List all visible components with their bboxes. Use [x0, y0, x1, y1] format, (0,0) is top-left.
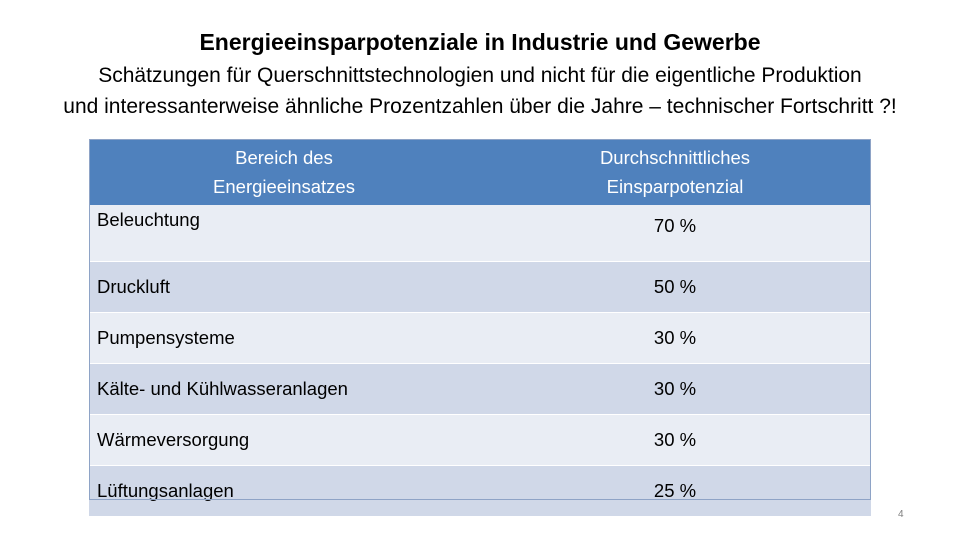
- row-area: Kälte- und Kühlwasseranlagen: [89, 363, 479, 415]
- savings-table: Bereich des Energieeinsatzes Durchschnit…: [89, 139, 871, 517]
- header-savings: Durchschnittliches Einsparpotenzial: [479, 139, 871, 205]
- row-area: Druckluft: [89, 261, 479, 313]
- slide-title: Energieeinsparpotenziale in Industrie un…: [199, 29, 761, 55]
- table-row: Wärmeversorgung 30 %: [89, 414, 871, 466]
- row-value: 50 %: [479, 261, 871, 313]
- table-row: Beleuchtung 70 %: [89, 205, 871, 262]
- table-row: Lüftungsanlagen 25 %: [89, 465, 871, 517]
- table-row: Kälte- und Kühlwasseranlagen 30 %: [89, 363, 871, 415]
- subtitle-line-1: Schätzungen für Querschnittstechnologien…: [98, 64, 862, 87]
- row-value: 30 %: [479, 312, 871, 364]
- table-row: Pumpensysteme 30 %: [89, 312, 871, 364]
- row-value: 25 %: [479, 465, 871, 517]
- row-area: Lüftungsanlagen: [89, 465, 479, 517]
- row-value: 30 %: [479, 363, 871, 415]
- header-savings-label: Durchschnittliches Einsparpotenzial: [599, 147, 751, 197]
- page-number: 4: [898, 509, 904, 520]
- table-row: Druckluft 50 %: [89, 261, 871, 313]
- table-header-row: Bereich des Energieeinsatzes Durchschnit…: [89, 139, 871, 205]
- header-area: Bereich des Energieeinsatzes: [89, 139, 479, 205]
- row-area: Pumpensysteme: [89, 312, 479, 364]
- row-area: Wärmeversorgung: [89, 414, 479, 466]
- row-area: Beleuchtung: [89, 205, 479, 262]
- subtitle-line-2: und interessanterweise ähnliche Prozentz…: [63, 95, 897, 118]
- row-value: 30 %: [479, 414, 871, 466]
- header-area-label: Bereich des Energieeinsatzes: [213, 147, 355, 197]
- slide-subtitle: Schätzungen für Querschnittstechnologien…: [0, 60, 960, 122]
- row-value: 70 %: [479, 205, 871, 262]
